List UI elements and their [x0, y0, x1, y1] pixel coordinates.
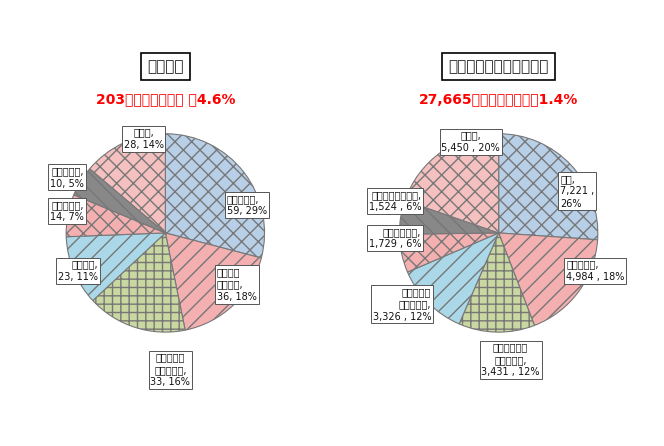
- Text: その他,
5,450 , 20%: その他, 5,450 , 20%: [442, 131, 500, 153]
- Wedge shape: [66, 233, 165, 301]
- Wedge shape: [165, 233, 262, 330]
- Text: 203人、前年同期比 ＋4.6%: 203人、前年同期比 ＋4.6%: [96, 92, 235, 106]
- Text: 激突され,
23, 11%: 激突され, 23, 11%: [58, 260, 98, 282]
- Text: 動作の反動、
無理な動作,
3,431 , 12%: 動作の反動、 無理な動作, 3,431 , 12%: [481, 343, 540, 377]
- Wedge shape: [90, 134, 165, 233]
- Text: 転倒,
7,221 ,
26%: 転倒, 7,221 , 26%: [560, 174, 594, 209]
- Text: 休業４日以上の死傷災害: 休業４日以上の死傷災害: [448, 59, 549, 74]
- Wedge shape: [499, 233, 598, 326]
- Text: 交通事故（道路）,
1,524 , 6%: 交通事故（道路）, 1,524 , 6%: [369, 190, 421, 212]
- Text: 飛来・落下,
10, 5%: 飛来・落下, 10, 5%: [50, 166, 84, 189]
- Wedge shape: [499, 134, 598, 240]
- Text: 交通事故
（道路）,
36, 18%: 交通事故 （道路）, 36, 18%: [217, 267, 257, 302]
- Wedge shape: [405, 134, 499, 233]
- Text: はさまれ、
巻き込まれ,
33, 16%: はさまれ、 巻き込まれ, 33, 16%: [150, 352, 191, 387]
- Text: 崩壊・倒壊,
14, 7%: 崩壊・倒壊, 14, 7%: [50, 200, 84, 222]
- Text: その他,
28, 14%: その他, 28, 14%: [124, 128, 163, 150]
- Wedge shape: [93, 233, 185, 332]
- Text: 切れ・こすれ,
1,729 , 6%: 切れ・こすれ, 1,729 , 6%: [369, 227, 421, 249]
- Text: 死亡災害: 死亡災害: [147, 59, 184, 74]
- Wedge shape: [66, 195, 165, 237]
- Wedge shape: [165, 134, 264, 258]
- Wedge shape: [400, 233, 499, 272]
- Wedge shape: [408, 233, 499, 324]
- Text: 墜落、転落,
59, 29%: 墜落、転落, 59, 29%: [227, 194, 267, 216]
- Wedge shape: [74, 169, 165, 233]
- Wedge shape: [459, 233, 535, 332]
- Text: 27,665人、前年同期比＋1.4%: 27,665人、前年同期比＋1.4%: [419, 92, 578, 106]
- Text: 墜落・転落,
4,984 , 18%: 墜落・転落, 4,984 , 18%: [566, 260, 624, 282]
- Text: はさまれ・
巻き込まれ,
3,326 , 12%: はさまれ・ 巻き込まれ, 3,326 , 12%: [373, 287, 431, 322]
- Wedge shape: [400, 201, 499, 234]
